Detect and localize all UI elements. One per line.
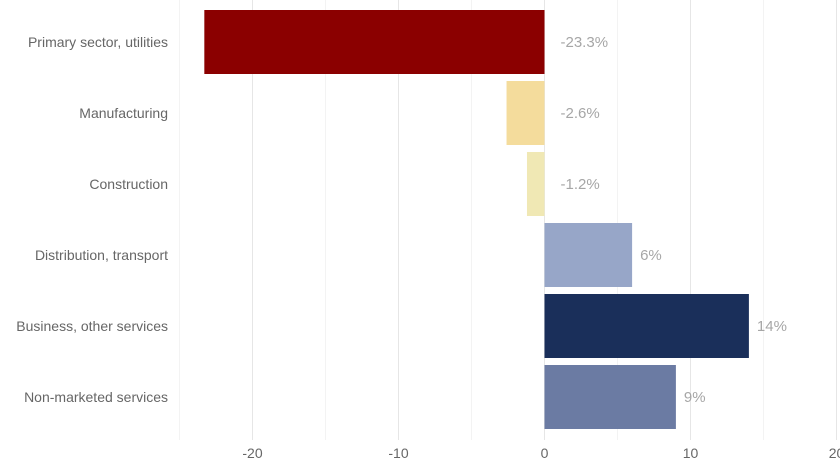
data-label: 9%: [684, 389, 706, 406]
x-axis: -20 -10 0 10 20: [242, 445, 840, 461]
bar: [544, 365, 676, 429]
category-label: Business, other services: [16, 318, 168, 334]
data-label: 6%: [640, 247, 662, 264]
bar: [204, 10, 545, 74]
x-tick-label: -10: [388, 445, 408, 461]
bar: [506, 81, 545, 145]
x-tick-label: 10: [683, 445, 699, 461]
data-label: -23.3%: [561, 34, 609, 51]
x-tick-label: 0: [541, 445, 549, 461]
x-tick-label: -20: [242, 445, 262, 461]
category-label: Non-marketed services: [24, 389, 168, 405]
category-label: Distribution, transport: [35, 247, 168, 263]
bar: [544, 223, 633, 287]
category-label: Manufacturing: [79, 105, 168, 121]
bar: [526, 152, 545, 216]
bar: [544, 294, 749, 358]
category-label: Construction: [89, 176, 168, 192]
data-label: -1.2%: [561, 176, 600, 193]
x-tick-label: 20: [829, 445, 840, 461]
category-label: Primary sector, utilities: [28, 34, 168, 50]
data-label: -2.6%: [561, 105, 600, 122]
data-label: 14%: [757, 318, 787, 335]
